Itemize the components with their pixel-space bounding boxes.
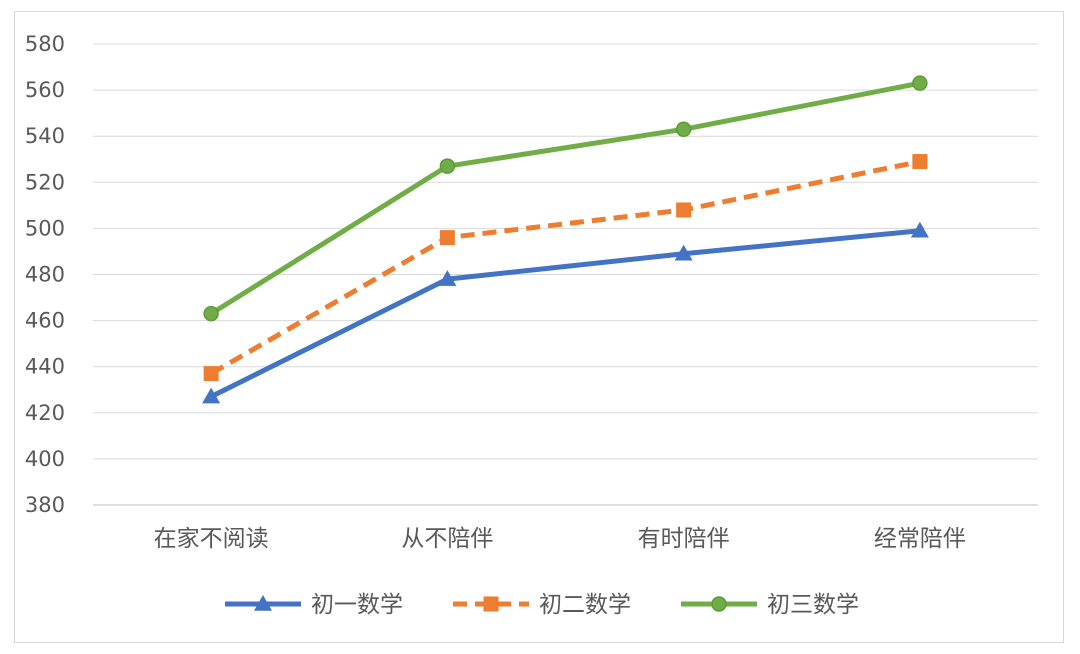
data-point [439, 230, 455, 246]
x-tick-label: 经常陪伴 [874, 526, 966, 552]
chart-frame [14, 11, 1064, 643]
y-tick-label: 480 [25, 263, 65, 287]
y-tick-label: 540 [25, 124, 65, 148]
data-point [912, 154, 928, 170]
x-tick-label: 从不陪伴 [401, 526, 493, 552]
series-lines [202, 75, 929, 404]
legend-marker [254, 595, 272, 611]
data-point [438, 270, 457, 286]
data-point [203, 305, 219, 322]
data-point [674, 244, 693, 261]
y-tick-label: 440 [25, 355, 65, 379]
data-point [675, 121, 692, 138]
y-tick-label: 520 [25, 170, 65, 194]
data-point [439, 158, 456, 174]
x-axis-tick-labels: 在家不阅读 从不陪伴 有时陪伴 经常陪伴 [154, 526, 966, 552]
legend: 初一数学 初二数学 初三数学 [225, 592, 859, 618]
y-tick-label: 400 [25, 447, 65, 471]
data-point [910, 221, 929, 238]
y-tick-label: 500 [25, 216, 65, 240]
series-2 [203, 154, 928, 382]
y-tick-label: 580 [25, 32, 65, 56]
data-point [912, 75, 928, 91]
y-tick-label: 460 [25, 309, 65, 333]
y-tick-label: 560 [25, 78, 65, 102]
x-tick-label: 有时陪伴 [638, 526, 730, 552]
legend-label: 初一数学 [311, 592, 403, 618]
y-axis-tick-labels: 380 400 420 440 460 480 500 520 540 560 580 [25, 32, 65, 517]
data-point [202, 387, 221, 404]
series-3 [203, 75, 928, 322]
legend-item: 初三数学 [681, 592, 859, 618]
data-point [203, 366, 219, 382]
legend-label: 初三数学 [767, 592, 859, 618]
y-tick-label: 380 [25, 493, 65, 517]
series-1 [202, 221, 929, 404]
data-point [676, 202, 692, 218]
x-tick-label: 在家不阅读 [154, 526, 269, 552]
series-line [208, 80, 923, 317]
gridlines [93, 43, 1038, 506]
legend-marker [711, 596, 727, 612]
legend-item: 初二数学 [453, 592, 631, 618]
y-tick-label: 420 [25, 401, 65, 425]
legend-marker [483, 596, 499, 612]
legend-item: 初一数学 [225, 592, 403, 618]
series-line [208, 228, 923, 400]
series-line [209, 159, 921, 376]
legend-label: 初二数学 [539, 592, 631, 618]
